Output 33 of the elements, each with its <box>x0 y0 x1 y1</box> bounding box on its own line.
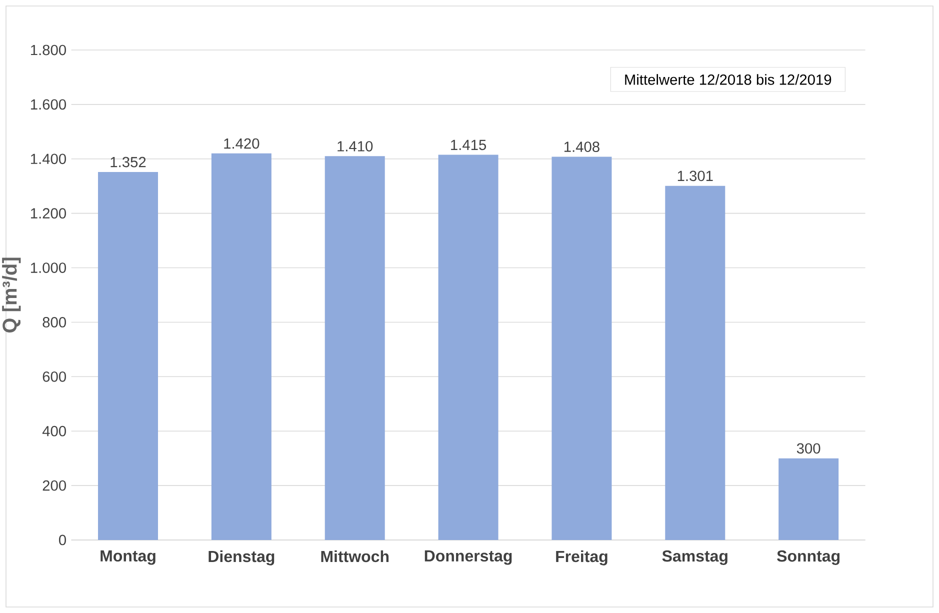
data-label: 1.301 <box>678 170 713 182</box>
x-tick-label: Mittwoch <box>321 550 389 562</box>
y-tick-label: 1.000 <box>30 262 66 273</box>
y-tick-label: 400 <box>42 426 66 436</box>
bar <box>211 153 272 540</box>
x-tick-label: Sonntag <box>777 550 840 565</box>
data-label: 1.408 <box>564 142 600 152</box>
data-label: 1.410 <box>338 141 373 152</box>
x-tick-label: Samstag <box>662 550 728 565</box>
data-label: 1.420 <box>224 138 260 149</box>
y-tick-label: 600 <box>42 371 66 382</box>
x-tick-label: Dienstag <box>208 550 274 566</box>
bar <box>778 458 839 540</box>
y-tick-label: 800 <box>42 317 66 328</box>
x-tick-label: Donnerstag <box>424 550 512 565</box>
y-tick-label: 1.200 <box>30 208 66 219</box>
bar <box>552 156 612 540</box>
y-tick-label: 200 <box>42 480 66 491</box>
y-tick-label: 1.600 <box>30 99 66 110</box>
y-tick-label: 1.800 <box>30 44 66 56</box>
bar <box>665 186 726 540</box>
y-tick-label: 1.400 <box>30 154 66 164</box>
data-label: 1.415 <box>451 140 486 150</box>
bar <box>98 172 158 540</box>
data-label: 300 <box>796 443 820 454</box>
bar <box>438 154 498 540</box>
y-axis-title: Q [m³/d] <box>2 258 21 332</box>
annotation: Mittelwerte 12/2018 bis 12/2019 <box>625 74 832 85</box>
x-tick-label: Montag <box>100 550 156 565</box>
bar <box>324 156 385 540</box>
y-tick-label: 0 <box>58 534 66 546</box>
x-tick-label: Freitag <box>556 550 608 566</box>
data-label: 1.352 <box>110 156 146 168</box>
